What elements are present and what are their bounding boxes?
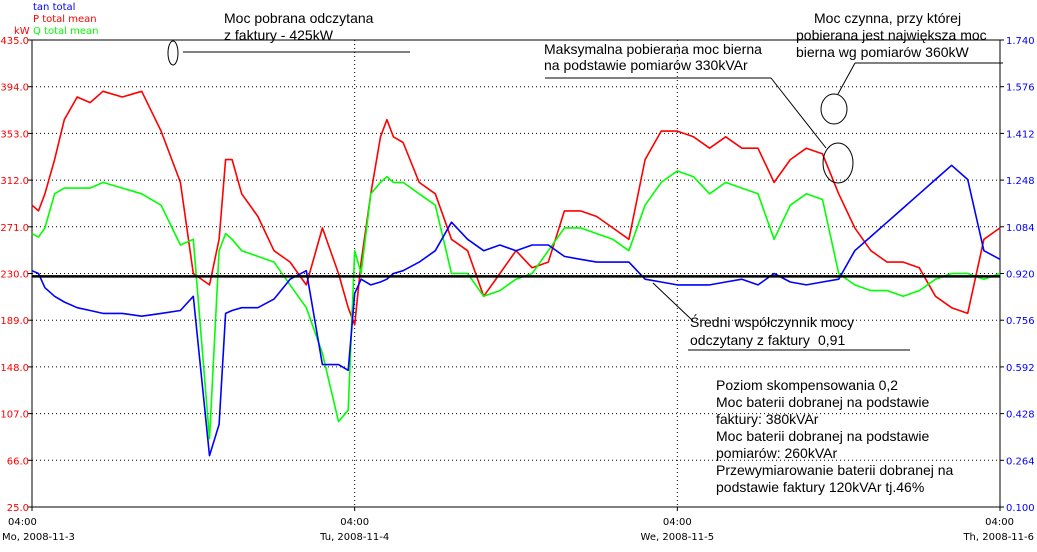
annotation-moc-czynna-3: bierna wg pomiarów 360kW (796, 44, 970, 60)
annotation-sredni-2: odczytany z faktury (690, 332, 810, 348)
annotation-moc-czynna-2: pobierana jest największa moc (796, 27, 987, 43)
y-right-tick-label: 0.920 (1006, 270, 1035, 281)
y-left-tick-label: 189.0 (0, 316, 29, 327)
x-tick-time: 04:00 (663, 517, 692, 528)
y-left-tick-label: 230.0 (0, 270, 29, 281)
y-right-tick-label: 0.592 (1006, 363, 1035, 374)
y-right-tick-label: 1.576 (1006, 83, 1035, 94)
x-tick-time: 04:00 (340, 517, 369, 528)
y-left-tick-label: 271.0 (0, 223, 29, 234)
annotation-bateria1-1: Moc baterii dobranej na podstawie (716, 394, 929, 410)
y-axis-right: 1.740 1.576 1.412 1.248 1.084 0.920 0.756 0.592… (1000, 36, 1035, 514)
annotation-przewym-2: podstawie faktury 120kVAr tj.46% (716, 479, 924, 495)
y-right-tick-label: 0.264 (1006, 456, 1035, 467)
y-left-tick-label: 435.0 (0, 36, 29, 47)
x-tick-date: Mo, 2008-11-3 (2, 532, 75, 543)
legend-p-total: P total mean (33, 14, 97, 25)
y-left-tick-label: 148.0 (0, 363, 29, 374)
annotation-przewym-1: Przewymiarowanie baterii dobranej na (716, 462, 954, 478)
grid (32, 40, 1000, 507)
annotation-moc-czynna-1: Moc czynna, przy której (814, 10, 961, 26)
annotation-sredni-1: Średni współczynnik mocy (690, 313, 854, 330)
annotation-ellipse-peak (167, 40, 179, 66)
series-line-q-total-mean (31, 170, 1001, 440)
series-line-p-total-mean (31, 90, 1001, 326)
legend-tan-total: tan total (33, 2, 75, 13)
annotation-bateria1-2: faktury: 380kVAr (716, 411, 819, 427)
x-tick-time: 04:00 (985, 517, 1014, 528)
annotation-line-maks-diag (770, 77, 827, 149)
y-right-tick-label: 0.100 (1006, 503, 1035, 514)
y-left-tick-label: 353.0 (0, 129, 29, 140)
y-right-tick-label: 1.740 (1006, 36, 1035, 47)
y-left-unit: kW (14, 26, 30, 37)
y-left-tick-label: 107.0 (0, 410, 29, 421)
x-axis: 04:00 Mo, 2008-11-3 04:00 Tu, 2008-11-4 04:0… (2, 507, 1034, 543)
y-right-tick-label: 1.084 (1006, 223, 1035, 234)
annotation-bateria2-1: Moc baterii dobranej na podstawie (716, 428, 929, 444)
y-left-tick-label: 394.0 (0, 83, 29, 94)
y-right-tick-label: 0.428 (1006, 410, 1035, 421)
y-right-tick-label: 1.248 (1006, 176, 1035, 187)
annotation-sredni-value: 0,91 (818, 332, 845, 348)
annotation-maks-2: na podstawie pomiarów 330kVAr (544, 57, 748, 73)
legend-q-total: Q total mean (33, 26, 98, 37)
annotation-line-moc-czynna-diag (837, 62, 856, 95)
annotation-ellipse-p-at-q-max (820, 93, 848, 125)
annotation-moc-pobrana-1: Moc pobrana odczytana (224, 10, 374, 26)
annotation-maks-1: Maksymalna pobierana moc bierna (544, 41, 762, 57)
x-tick-date: Th, 2008-11-6 (962, 532, 1034, 543)
annotation-line-sredni (652, 282, 693, 321)
x-tick-time: 04:00 (8, 517, 37, 528)
x-tick-date: We, 2008-11-5 (641, 532, 715, 543)
y-axis-left: 435.0 394.0 353.0 312.0 271.0 230.0 189.0 148.0… (0, 36, 32, 514)
y-left-tick-label: 312.0 (0, 176, 29, 187)
annotation-ellipse-q-max (822, 142, 854, 184)
series-group (31, 90, 1001, 457)
y-left-tick-label: 66.0 (7, 456, 29, 467)
annotation-moc-pobrana-2: z faktury - 425kW (224, 27, 334, 43)
y-left-tick-label: 25.0 (7, 503, 29, 514)
y-right-tick-label: 1.412 (1006, 129, 1035, 140)
x-tick-date: Tu, 2008-11-4 (319, 532, 389, 543)
annotation-bateria2-2: pomiarów: 260kVAr (716, 445, 837, 461)
y-right-tick-label: 0.756 (1006, 316, 1035, 327)
series-line-tan-total (31, 164, 1001, 457)
annotation-poziom: Poziom skompensowania 0,2 (716, 377, 898, 393)
